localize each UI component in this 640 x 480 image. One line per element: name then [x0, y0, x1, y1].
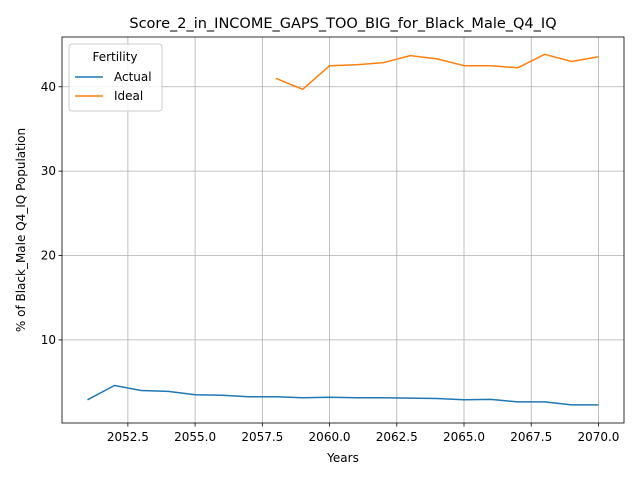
chart-title: Score_2_in_INCOME_GAPS_TOO_BIG_for_Black… — [129, 16, 556, 32]
legend-box — [68, 43, 163, 112]
y-tick-label: 10 — [41, 333, 56, 347]
legend-label-actual: Actual — [114, 70, 152, 84]
y-tick-label: 20 — [41, 249, 56, 263]
x-tick-label: 2055.0 — [174, 430, 216, 444]
series-line-ideal — [275, 53, 599, 91]
y-tick-label: 30 — [41, 164, 56, 178]
x-tick-label: 2067.5 — [510, 430, 552, 444]
plot-area-frame — [61, 36, 625, 424]
series-line-actual — [87, 384, 599, 406]
x-axis-label: Years — [326, 451, 359, 465]
x-tick-label: 2070.0 — [577, 430, 619, 444]
legend-label-ideal: Ideal — [114, 89, 143, 103]
x-tick-label: 2052.5 — [107, 430, 149, 444]
x-tick-label: 2060.0 — [309, 430, 351, 444]
y-tick-label: 40 — [41, 80, 56, 94]
x-tick-label: 2057.5 — [241, 430, 283, 444]
x-tick-label: 2062.5 — [376, 430, 418, 444]
x-tick-label: 2065.0 — [443, 430, 485, 444]
legend-title: Fertility — [92, 50, 137, 64]
y-axis-label: % of Black_Male Q4_IQ Population — [14, 128, 28, 332]
series-lines — [87, 53, 599, 406]
axis-ticks: 2052.5 2055.0 2057.5 2060.0 2062.5 2065.0 2067… — [41, 80, 620, 444]
legend-entries: Actual Ideal — [75, 70, 152, 103]
legend: Fertility Actual Ideal — [68, 43, 163, 112]
